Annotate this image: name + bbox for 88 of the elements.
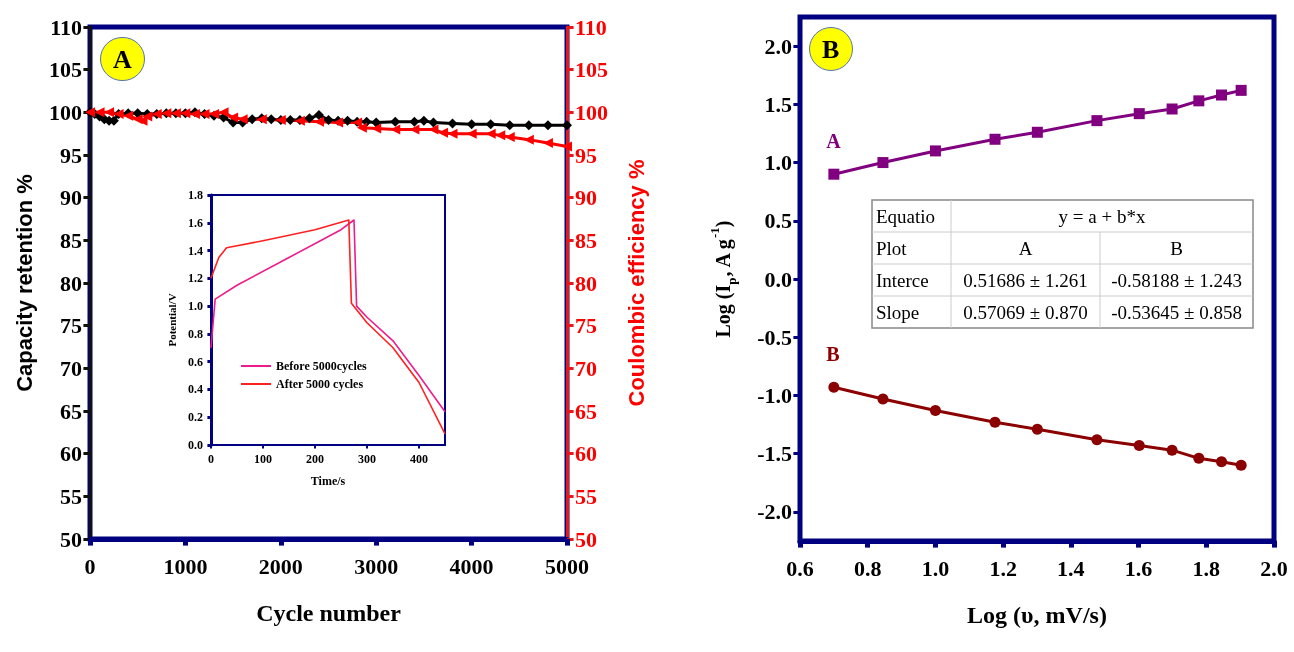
x-tick-label: 1.2 — [989, 555, 1017, 581]
annotation: B — [1170, 237, 1183, 259]
y-tick-label: -1.5 — [757, 441, 792, 467]
y-tick-label: -0.5 — [757, 324, 792, 350]
y-tick-label: 0.4 — [188, 382, 203, 397]
x-tick-label: 100 — [254, 452, 272, 466]
x-tick-label: 400 — [410, 452, 428, 466]
annotation: Equatio — [876, 205, 936, 227]
y2-tick-label: 75 — [575, 313, 597, 339]
legend-label: After 5000 cycles — [276, 377, 364, 391]
y-tick-label: 0.2 — [188, 410, 203, 425]
annotation: A — [1018, 237, 1033, 259]
y-tick-label: 80 — [60, 270, 82, 296]
y-tick-label: 110 — [50, 14, 82, 40]
y-tick-label: 1.6 — [188, 215, 203, 230]
y-tick-label: 1.2 — [188, 271, 203, 286]
annotation: Interce — [876, 269, 929, 291]
x-axis-title: Log (υ, mV/s) — [967, 602, 1107, 628]
y-tick-label: 90 — [60, 185, 82, 211]
y-tick-label: 105 — [49, 57, 82, 83]
x-axis-title: Cycle number — [256, 600, 402, 626]
y-axis-title: Capacity retention % — [11, 174, 37, 392]
y2-tick-label: 50 — [575, 526, 597, 552]
series-label: A — [826, 129, 842, 152]
y2-tick-label: 70 — [575, 355, 597, 381]
x-tick-label: 4000 — [449, 553, 494, 579]
annotation: 0.57069 ± 0.870 — [963, 301, 1088, 323]
x-tick-label: 2000 — [258, 553, 303, 579]
y-tick-label: 95 — [60, 142, 82, 168]
y-tick-label: -2.0 — [757, 499, 792, 525]
x-tick-label: 200 — [306, 452, 324, 466]
y-tick-label: 70 — [60, 355, 82, 381]
y-tick-label: 65 — [60, 398, 82, 424]
x-axis-title: Time/s — [310, 474, 346, 488]
y-tick-label: 1.4 — [188, 243, 203, 258]
y-tick-label: -1.0 — [757, 382, 792, 408]
x-tick-label: 0.6 — [786, 555, 814, 581]
x-tick-label: 1.6 — [1124, 555, 1153, 581]
y-tick-label: 2.0 — [764, 33, 792, 59]
y2-tick-label: 100 — [575, 99, 608, 125]
y-tick-label: 0.0 — [188, 438, 203, 452]
y-tick-label: 0.5 — [764, 208, 792, 234]
y2-tick-label: 80 — [575, 270, 597, 296]
y-tick-label: 100 — [49, 99, 82, 125]
text: A — [113, 44, 132, 74]
y2-tick-label: 85 — [575, 227, 597, 253]
x-tick-label: 5000 — [545, 553, 589, 579]
x-tick-label: 1.0 — [921, 555, 950, 581]
legend-label: Before 5000cycles — [276, 359, 368, 373]
x-tick-label: 0 — [84, 553, 96, 579]
y-tick-label: 0.8 — [188, 326, 203, 341]
y-tick-label: 55 — [60, 483, 82, 509]
y-tick-label: 1.8 — [188, 188, 203, 202]
x-tick-label: 1.8 — [1192, 555, 1221, 581]
annotation: Slope — [876, 301, 920, 323]
x-tick-label: 2.0 — [1260, 555, 1288, 581]
annotation: -0.58188 ± 1.243 — [1111, 269, 1242, 291]
y2-tick-label: 90 — [575, 185, 597, 211]
y-tick-label: 60 — [60, 441, 82, 467]
y-axis-title: Potential/V — [165, 293, 178, 347]
text: B — [822, 34, 840, 64]
x-tick-label: 300 — [358, 452, 376, 466]
y-tick-label: 75 — [60, 313, 82, 339]
x-tick-label: 1.4 — [1057, 555, 1085, 581]
y-tick-label: 85 — [60, 227, 82, 253]
series-label: B — [826, 342, 840, 365]
annotation: -0.53645 ± 0.858 — [1111, 301, 1242, 323]
y2-tick-label: 95 — [575, 142, 597, 168]
y2-tick-label: 60 — [575, 441, 597, 467]
x-tick-label: 0.8 — [853, 555, 882, 581]
x-tick-label: 1000 — [163, 553, 208, 579]
y2-tick-label: 65 — [575, 398, 597, 424]
y-tick-label: 0.6 — [188, 354, 203, 369]
y2-tick-label: 105 — [575, 57, 608, 83]
y2-axis-title: Coulombic efficiency % — [623, 159, 649, 407]
y2-tick-label: 55 — [575, 483, 597, 509]
y-tick-label: 50 — [60, 526, 82, 552]
annotation: y = a + b*x — [1058, 205, 1146, 227]
x-tick-label: 0 — [208, 452, 214, 466]
y2-tick-label: 110 — [575, 14, 607, 40]
annotation: 0.51686 ± 1.261 — [963, 269, 1088, 291]
annotation: Plot — [876, 237, 908, 259]
x-tick-label: 3000 — [354, 553, 399, 579]
y-tick-label: 1.0 — [764, 150, 792, 176]
y-tick-label: 0.0 — [764, 266, 792, 292]
y-tick-label: 1.0 — [188, 299, 203, 314]
y-tick-label: 1.5 — [764, 91, 792, 117]
y-axis-title: Log (Ip, A g-1) — [707, 220, 739, 338]
